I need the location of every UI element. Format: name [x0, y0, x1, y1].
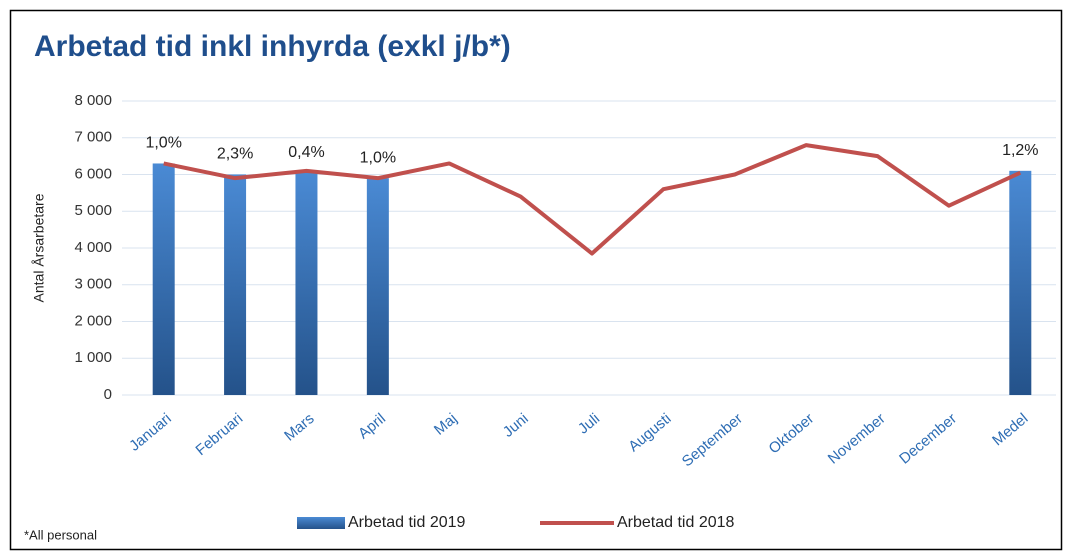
bar-annotation: 2,3%	[217, 146, 253, 163]
y-tick-label: 2 000	[74, 312, 112, 329]
y-axis-label: Antal Årsarbetare	[31, 193, 47, 302]
bar-annotation: 0,4%	[288, 144, 324, 161]
y-tick-label: 8 000	[74, 92, 112, 109]
legend-label: Arbetad tid 2019	[348, 514, 466, 531]
bar	[295, 172, 318, 395]
y-tick-label: 6 000	[74, 165, 112, 182]
bar	[366, 178, 389, 395]
y-tick-label: 0	[104, 386, 112, 403]
y-tick-label: 4 000	[74, 239, 112, 256]
line	[163, 143, 1022, 256]
footnote: *All personal	[24, 527, 97, 542]
bar	[1009, 170, 1032, 395]
frame	[9, 9, 1063, 551]
bar-annotation: 1,2%	[1002, 142, 1038, 159]
legend-swatch	[297, 517, 345, 529]
bar-annotation: 1,0%	[360, 149, 396, 166]
y-tick-label: 7 000	[74, 129, 112, 146]
bar	[152, 163, 175, 395]
y-tick-label: 3 000	[74, 276, 112, 293]
legend-label: Arbetad tid 2018	[617, 514, 735, 531]
y-tick-label: 5 000	[74, 202, 112, 219]
bar	[224, 174, 247, 395]
bar-annotation: 1,0%	[145, 135, 181, 152]
y-tick-label: 1 000	[74, 349, 112, 366]
chart-title: Arbetad tid inkl inhyrda (exkl j/b*)	[34, 30, 511, 63]
